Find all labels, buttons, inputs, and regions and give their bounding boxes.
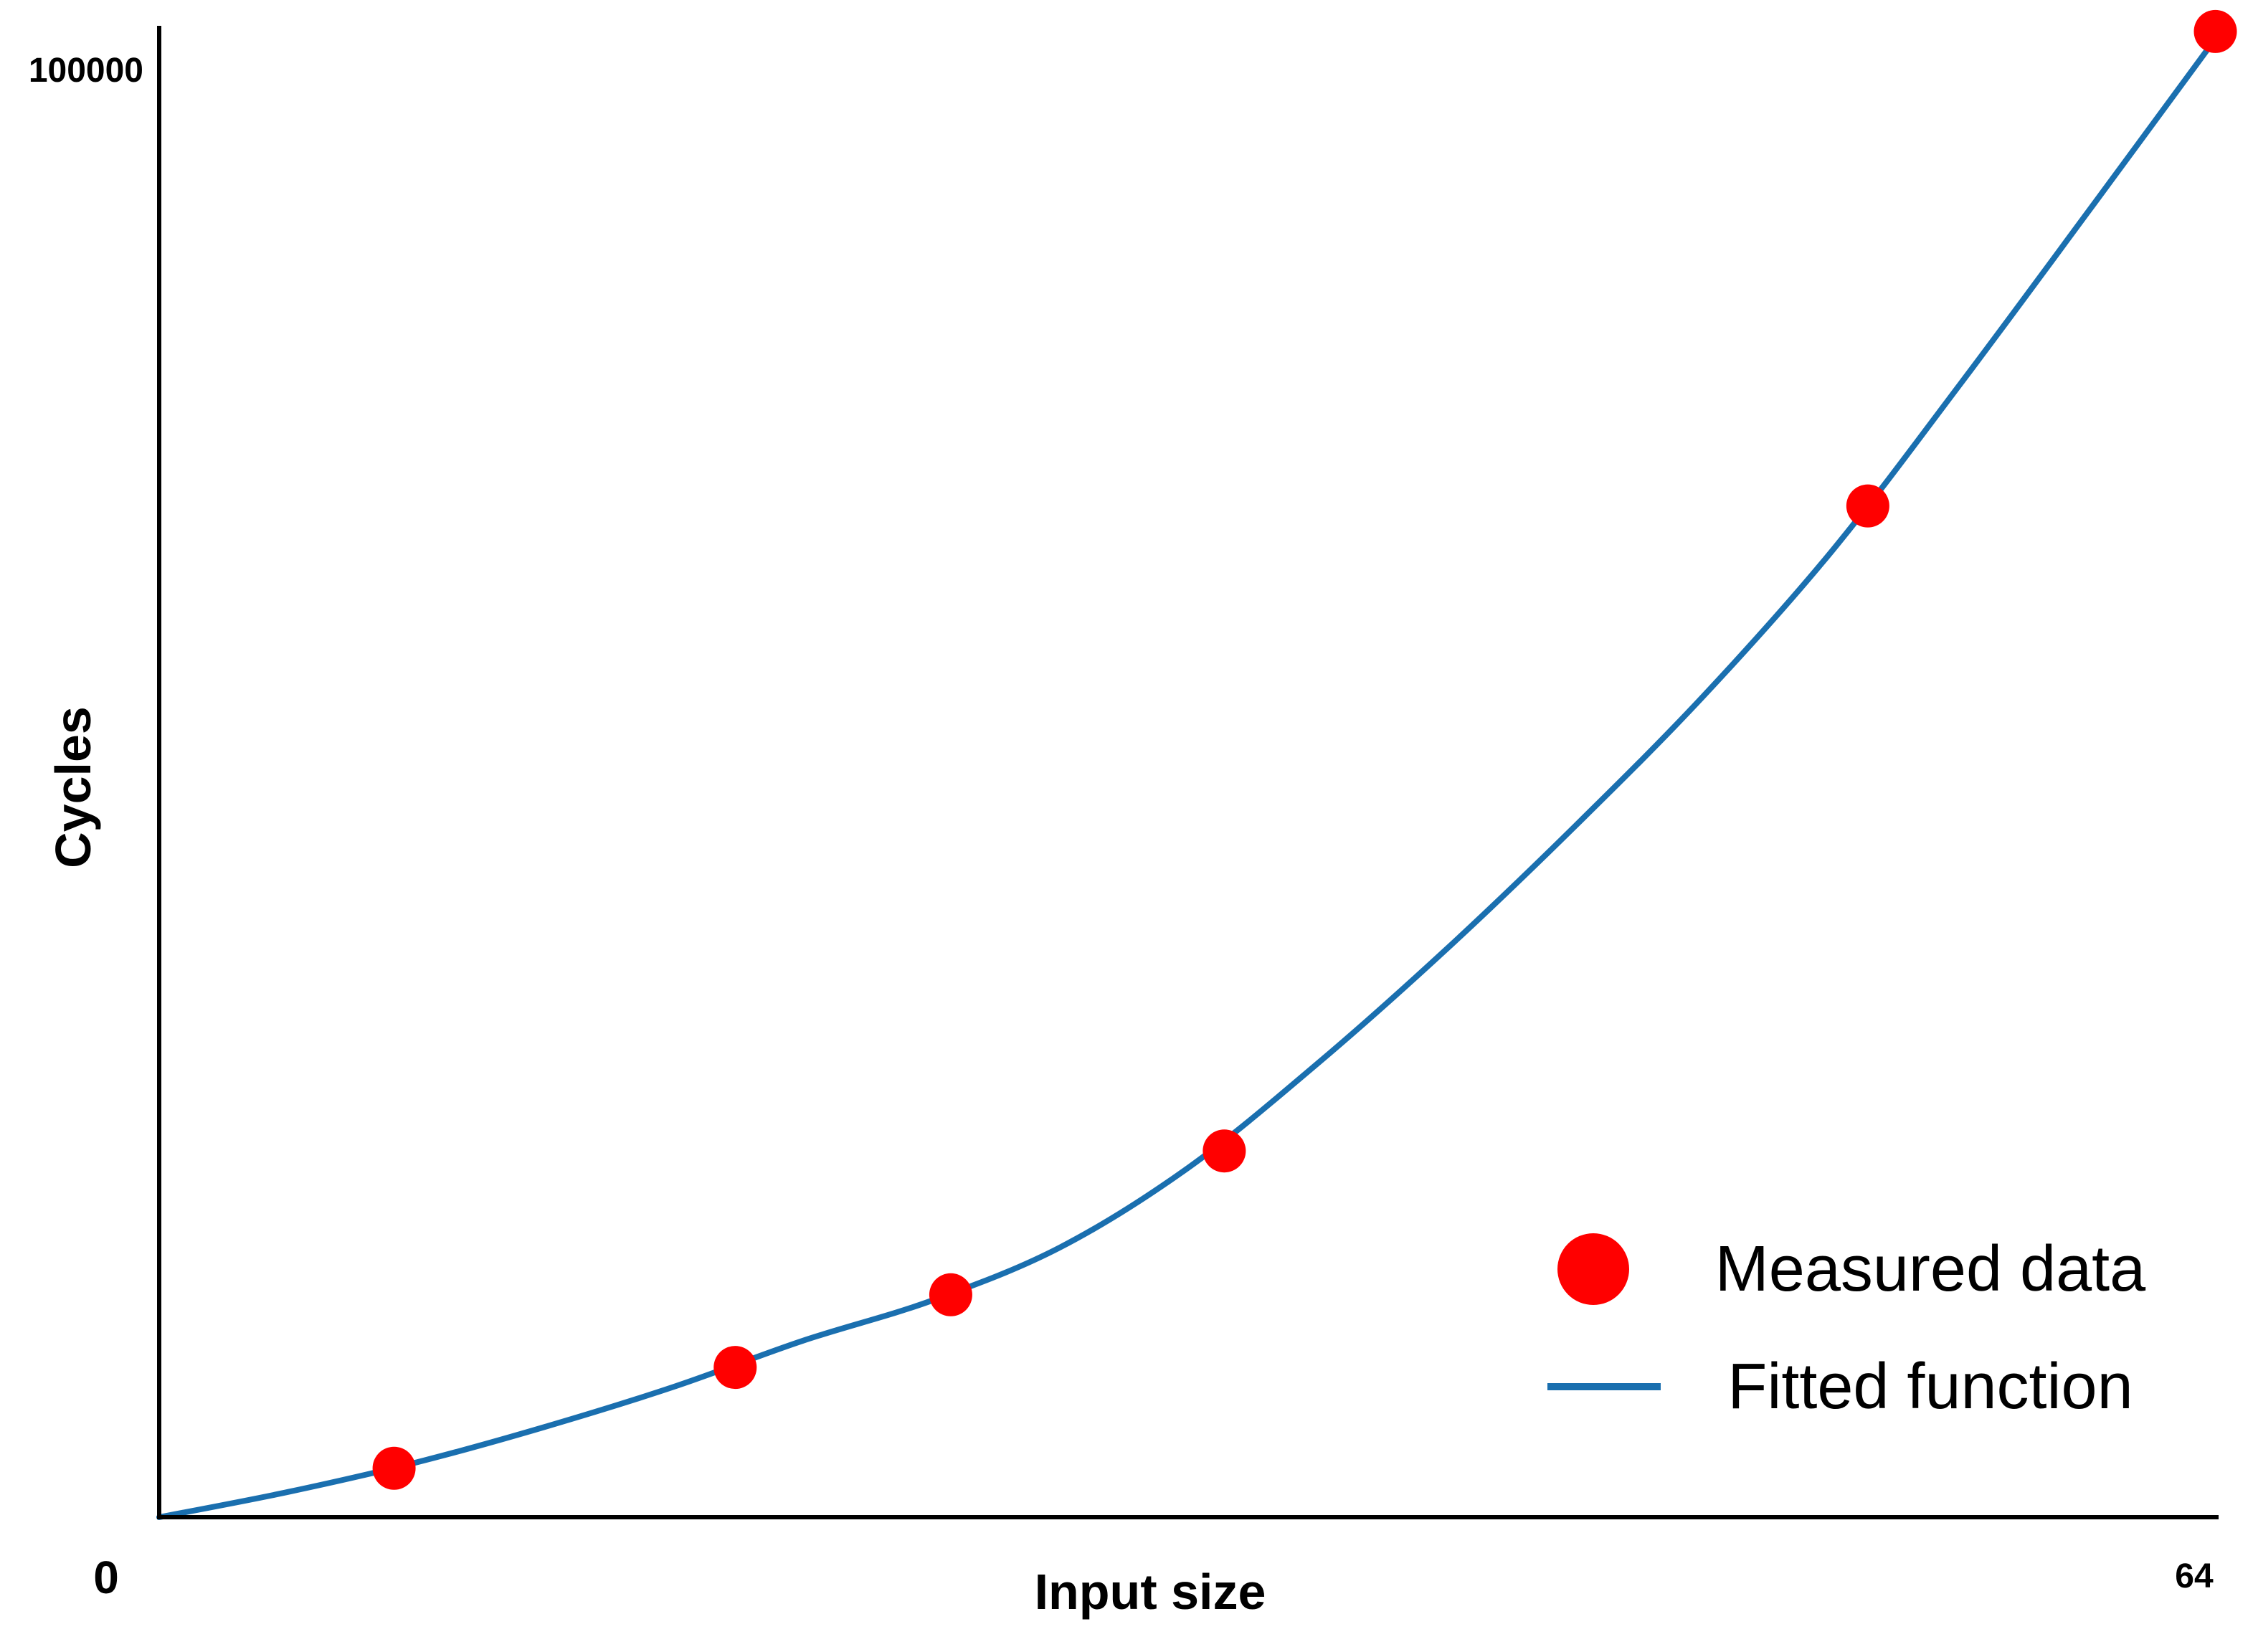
plot-area	[156, 9, 2237, 1520]
measured-data-point	[713, 1346, 757, 1390]
x-tick-label: 0	[93, 1552, 119, 1603]
y-axis-title: Cycles	[45, 706, 101, 868]
x-tick-label: 64	[2175, 1557, 2214, 1595]
measured-data-point	[2193, 9, 2237, 53]
legend-label: Fitted function	[1727, 1351, 2133, 1423]
measured-data-point	[372, 1446, 416, 1490]
tick-labels: 0 64 100000	[29, 52, 2214, 1603]
legend-label: Measured data	[1715, 1233, 2146, 1305]
y-tick-label: 100000	[29, 52, 143, 90]
legend: Measured data Fitted function	[1547, 1233, 2146, 1423]
measured-data-point	[1846, 484, 1889, 528]
legend-marker-measured-data	[1557, 1233, 1629, 1305]
axes	[157, 26, 2219, 1519]
fitted-function-line	[156, 32, 2221, 1520]
measured-data-point	[929, 1273, 972, 1316]
x-axis-title: Input size	[1035, 1564, 1266, 1620]
measured-data-point	[1203, 1129, 1246, 1173]
